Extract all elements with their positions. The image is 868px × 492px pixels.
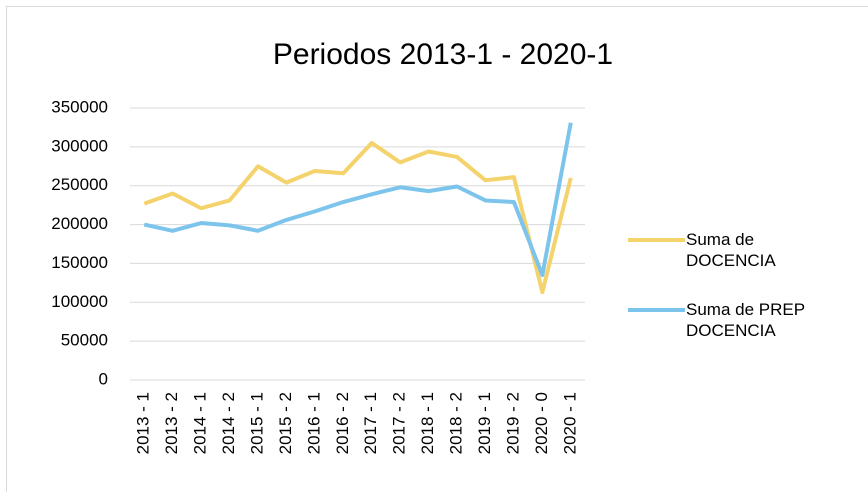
y-tick-label: 0: [99, 369, 108, 388]
x-tick-label: 2013 - 1: [134, 392, 153, 454]
x-tick-label: 2020 - 1: [560, 392, 579, 454]
y-tick-label: 300000: [51, 136, 108, 155]
x-tick-label: 2019 - 1: [475, 392, 494, 454]
y-tick-label: 50000: [61, 331, 108, 350]
x-tick-label: 2013 - 2: [162, 392, 181, 454]
x-tick-label: 2018 - 2: [447, 392, 466, 454]
x-tick-label: 2014 - 2: [219, 392, 238, 454]
y-tick-label: 350000: [51, 97, 108, 116]
chart-frame: [6, 6, 868, 492]
series-line: [143, 122, 573, 278]
y-tick-label: 150000: [51, 253, 108, 272]
x-tick-label: 2016 - 1: [304, 392, 323, 454]
y-tick-label: 100000: [51, 292, 108, 311]
x-tick-label: 2018 - 1: [418, 392, 437, 454]
y-tick-label: 200000: [51, 214, 108, 233]
series-line: [143, 140, 573, 295]
x-tick-label: 2015 - 2: [276, 392, 295, 454]
x-tick-label: 2016 - 2: [333, 392, 352, 454]
legend-label: Suma de PREP DOCENCIA: [686, 300, 805, 340]
y-tick-label: 250000: [51, 175, 108, 194]
x-tick-label: 2017 - 1: [361, 392, 380, 454]
x-tick-label: 2017 - 2: [390, 392, 409, 454]
x-tick-label: 2014 - 1: [191, 392, 210, 454]
x-tick-label: 2015 - 1: [247, 392, 266, 454]
x-tick-label: 2019 - 2: [503, 392, 522, 454]
x-tick-label: 2020 - 0: [532, 392, 551, 454]
chart-title: Periodos 2013-1 - 2020-1: [273, 38, 613, 71]
legend-label: Suma de DOCENCIA: [686, 230, 776, 270]
